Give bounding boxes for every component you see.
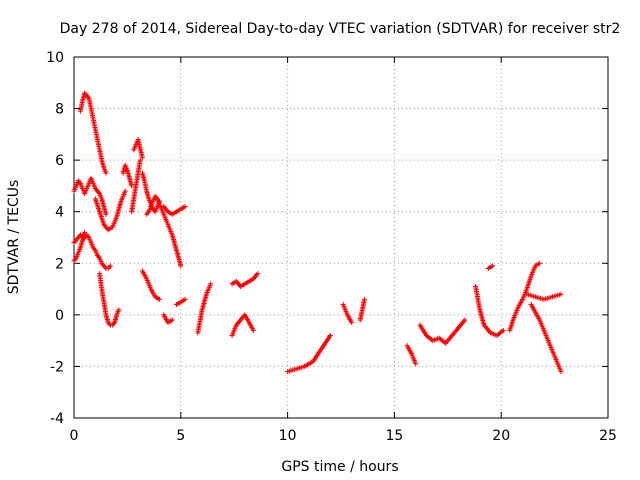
data-point	[500, 327, 506, 333]
chart-title: Day 278 of 2014, Sidereal Day-to-day VTE…	[60, 21, 621, 37]
data-point	[208, 281, 214, 287]
x-tick-label: 25	[599, 428, 617, 444]
data-point	[255, 271, 261, 277]
data-point	[122, 188, 128, 194]
data-point	[107, 263, 113, 269]
data-point	[139, 155, 145, 161]
y-axis-label: SDTVAR / TECUs	[6, 180, 22, 295]
data-point	[156, 296, 162, 302]
grid-lines	[74, 57, 608, 418]
x-tick-label: 0	[70, 428, 79, 444]
y-tick-label: -4	[50, 411, 64, 427]
x-axis-label: GPS time / hours	[281, 459, 398, 475]
data-point	[137, 157, 143, 163]
data-point	[558, 369, 564, 375]
data-point	[182, 204, 188, 210]
data-point	[182, 296, 188, 302]
y-tick-label: 2	[55, 256, 64, 272]
x-tick-label: 10	[279, 428, 297, 444]
axes: 0 5 10 15 20 25 -4 -2 0 2 4 6 8 10	[46, 50, 617, 444]
x-tick-label: 20	[492, 428, 510, 444]
x-tick-label: 15	[385, 428, 403, 444]
data-point	[361, 296, 367, 302]
data-point	[250, 327, 256, 333]
data-point	[558, 291, 564, 297]
data-point	[103, 170, 109, 176]
plot-frame	[73, 56, 609, 419]
y-tick-label: 4	[55, 205, 64, 221]
y-tick-label: 0	[55, 308, 64, 324]
data-point	[169, 317, 175, 323]
y-tick-label: -2	[50, 359, 64, 375]
data-point	[129, 183, 135, 189]
data-point	[327, 332, 333, 338]
data-points	[71, 90, 564, 375]
y-tick-label: 10	[46, 50, 64, 66]
data-point	[116, 307, 122, 313]
data-point	[413, 361, 419, 367]
data-point	[462, 317, 468, 323]
y-tick-label: 6	[55, 153, 64, 169]
data-point	[178, 263, 184, 269]
data-point	[349, 320, 355, 326]
data-point	[537, 260, 543, 266]
x-tick-label: 5	[176, 428, 185, 444]
y-tick-label: 8	[55, 102, 64, 118]
data-point	[82, 229, 88, 235]
data-point	[103, 211, 109, 217]
data-point	[490, 263, 496, 269]
